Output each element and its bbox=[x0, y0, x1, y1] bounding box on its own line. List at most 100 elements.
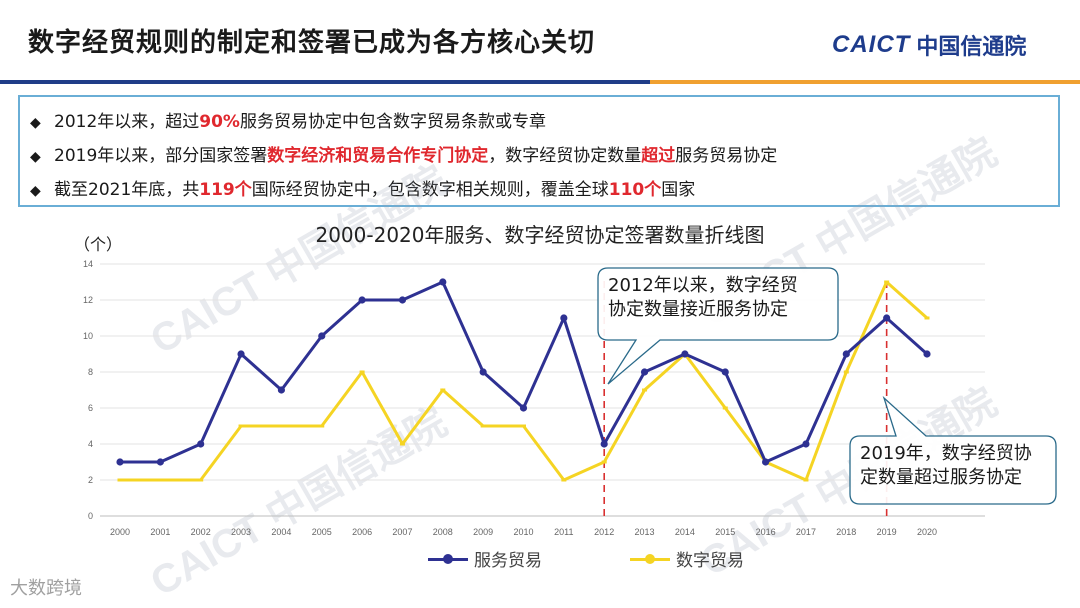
x-tick-label: 2012 bbox=[594, 527, 614, 537]
y-tick-label: 0 bbox=[88, 511, 93, 521]
bullet-1-post: 服务贸易协定中包含数字贸易条款或专章 bbox=[239, 112, 546, 132]
callout-2019: 2019年，数字经贸协 定数量超过服务协定 bbox=[850, 436, 1056, 504]
data-point bbox=[842, 350, 850, 358]
data-point bbox=[601, 460, 607, 464]
x-tick-label: 2019 bbox=[877, 527, 897, 537]
y-tick-label: 8 bbox=[88, 367, 93, 377]
x-tick-label: 2007 bbox=[392, 527, 412, 537]
chart-title: 2000-2020年服务、数字经贸协定签署数量折线图 bbox=[315, 223, 765, 247]
bullet-3-post: 国家 bbox=[661, 180, 696, 200]
bullet-2-mid: ，数字经贸协定数量 bbox=[488, 146, 642, 166]
logo-cn: 中国信通院 bbox=[916, 35, 1027, 60]
bullet-3: ◆ 截至2021年底，共119个国际经贸协定中，包含数字相关规则，覆盖全球110个… bbox=[30, 175, 695, 200]
data-point bbox=[923, 350, 931, 358]
data-point bbox=[519, 404, 528, 412]
x-tick-label: 2010 bbox=[513, 527, 533, 537]
data-point bbox=[156, 458, 164, 466]
data-point bbox=[358, 296, 366, 304]
data-point bbox=[883, 314, 891, 322]
callout-bubble bbox=[849, 395, 1057, 505]
data-point bbox=[803, 478, 809, 482]
data-point bbox=[479, 368, 487, 376]
legend-swatch-digital bbox=[630, 553, 670, 564]
bullet-3-mid: 国际经贸协定中，包含数字相关规则，覆盖全球 bbox=[251, 180, 609, 200]
bullet-2-post: 服务贸易协定 bbox=[675, 146, 778, 166]
diamond-icon: ◆ bbox=[30, 149, 41, 165]
legend-swatch-services bbox=[428, 553, 468, 564]
y-tick-label: 4 bbox=[88, 439, 93, 449]
x-tick-label: 2002 bbox=[191, 527, 211, 537]
footer-brand: 大数跨境 bbox=[10, 578, 82, 599]
x-tick-label: 2014 bbox=[675, 527, 695, 537]
y-tick-label: 10 bbox=[83, 331, 93, 341]
data-point bbox=[561, 478, 567, 482]
bullet-2-highlight-1: 数字经济和贸易合作专门协定 bbox=[267, 146, 489, 166]
data-point bbox=[319, 424, 325, 428]
x-tick-label: 2013 bbox=[635, 527, 655, 537]
header-rule-orange bbox=[650, 80, 1080, 84]
x-tick-label: 2000 bbox=[110, 527, 130, 537]
data-point bbox=[560, 314, 568, 322]
x-tick-label: 2008 bbox=[433, 527, 453, 537]
logo-en: CAICT bbox=[832, 31, 911, 58]
bullet-2-pre: 2019年以来，部分国家签署 bbox=[54, 146, 268, 166]
data-point bbox=[116, 458, 124, 466]
callout-2012-line1: 2012年以来，数字经贸 bbox=[608, 275, 798, 296]
legend-label-digital: 数字贸易 bbox=[676, 551, 744, 571]
data-point bbox=[722, 406, 728, 410]
data-point bbox=[480, 424, 486, 428]
bullet-1: ◆ 2012年以来，超过90%服务贸易协定中包含数字贸易条款或专章 bbox=[30, 107, 546, 132]
bullet-1-pre: 2012年以来，超过 bbox=[54, 112, 200, 132]
diamond-icon: ◆ bbox=[30, 183, 41, 199]
y-tick-label: 14 bbox=[83, 259, 93, 269]
y-tick-label: 2 bbox=[88, 475, 93, 485]
y-tick-label: 12 bbox=[83, 295, 93, 305]
page-title: 数字经贸规则的制定和签署已成为各方核心关切 bbox=[28, 28, 596, 58]
callout-2012: 2012年以来，数字经贸 协定数量接近服务协定 bbox=[598, 268, 838, 340]
y-tick-label: 6 bbox=[88, 403, 93, 413]
x-tick-label: 2015 bbox=[715, 527, 735, 537]
data-point bbox=[721, 368, 729, 376]
x-tick-label: 2017 bbox=[796, 527, 816, 537]
data-point bbox=[802, 440, 810, 448]
data-point bbox=[198, 478, 204, 482]
callout-bubble bbox=[597, 267, 839, 385]
data-point bbox=[399, 442, 405, 446]
x-tick-label: 2004 bbox=[271, 527, 291, 537]
data-point bbox=[318, 332, 326, 340]
callout-2019-line1: 2019年，数字经贸协 bbox=[860, 443, 1032, 464]
legend-item-digital: 数字贸易 bbox=[630, 546, 744, 571]
x-tick-label: 2006 bbox=[352, 527, 372, 537]
x-tick-label: 2020 bbox=[917, 527, 937, 537]
data-point bbox=[117, 478, 123, 482]
data-point bbox=[642, 388, 648, 392]
bullet-2: ◆ 2019年以来，部分国家签署数字经济和贸易合作专门协定，数字经贸协定数量超过服… bbox=[30, 141, 777, 166]
x-tick-label: 2011 bbox=[554, 527, 573, 537]
data-point bbox=[359, 370, 365, 374]
x-tick-label: 2003 bbox=[231, 527, 251, 537]
diamond-icon: ◆ bbox=[30, 115, 41, 131]
data-point bbox=[600, 440, 608, 448]
x-tick-label: 2005 bbox=[312, 527, 332, 537]
data-point bbox=[843, 370, 849, 374]
x-tick-label: 2009 bbox=[473, 527, 493, 537]
x-tick-label: 2018 bbox=[836, 527, 856, 537]
legend-label-services: 服务贸易 bbox=[474, 551, 542, 571]
data-point bbox=[278, 424, 284, 428]
caict-logo: CAICT 中国信通院 bbox=[832, 30, 1026, 60]
data-point bbox=[439, 278, 447, 286]
key-points-box: ◆ 2012年以来，超过90%服务贸易协定中包含数字贸易条款或专章 ◆ 2019年以… bbox=[18, 95, 1060, 207]
data-point bbox=[924, 316, 930, 320]
data-point bbox=[762, 458, 770, 466]
data-point bbox=[440, 388, 446, 392]
data-point bbox=[521, 424, 526, 428]
data-point bbox=[237, 350, 245, 358]
header-rule-blue bbox=[0, 80, 650, 84]
bullet-1-highlight: 90% bbox=[199, 112, 240, 132]
data-point bbox=[884, 280, 890, 284]
data-point bbox=[238, 424, 244, 428]
y-axis-unit: （个） bbox=[74, 235, 123, 254]
legend-item-services: 服务贸易 bbox=[428, 546, 542, 571]
callout-2012-line2: 协定数量接近服务协定 bbox=[608, 299, 788, 320]
